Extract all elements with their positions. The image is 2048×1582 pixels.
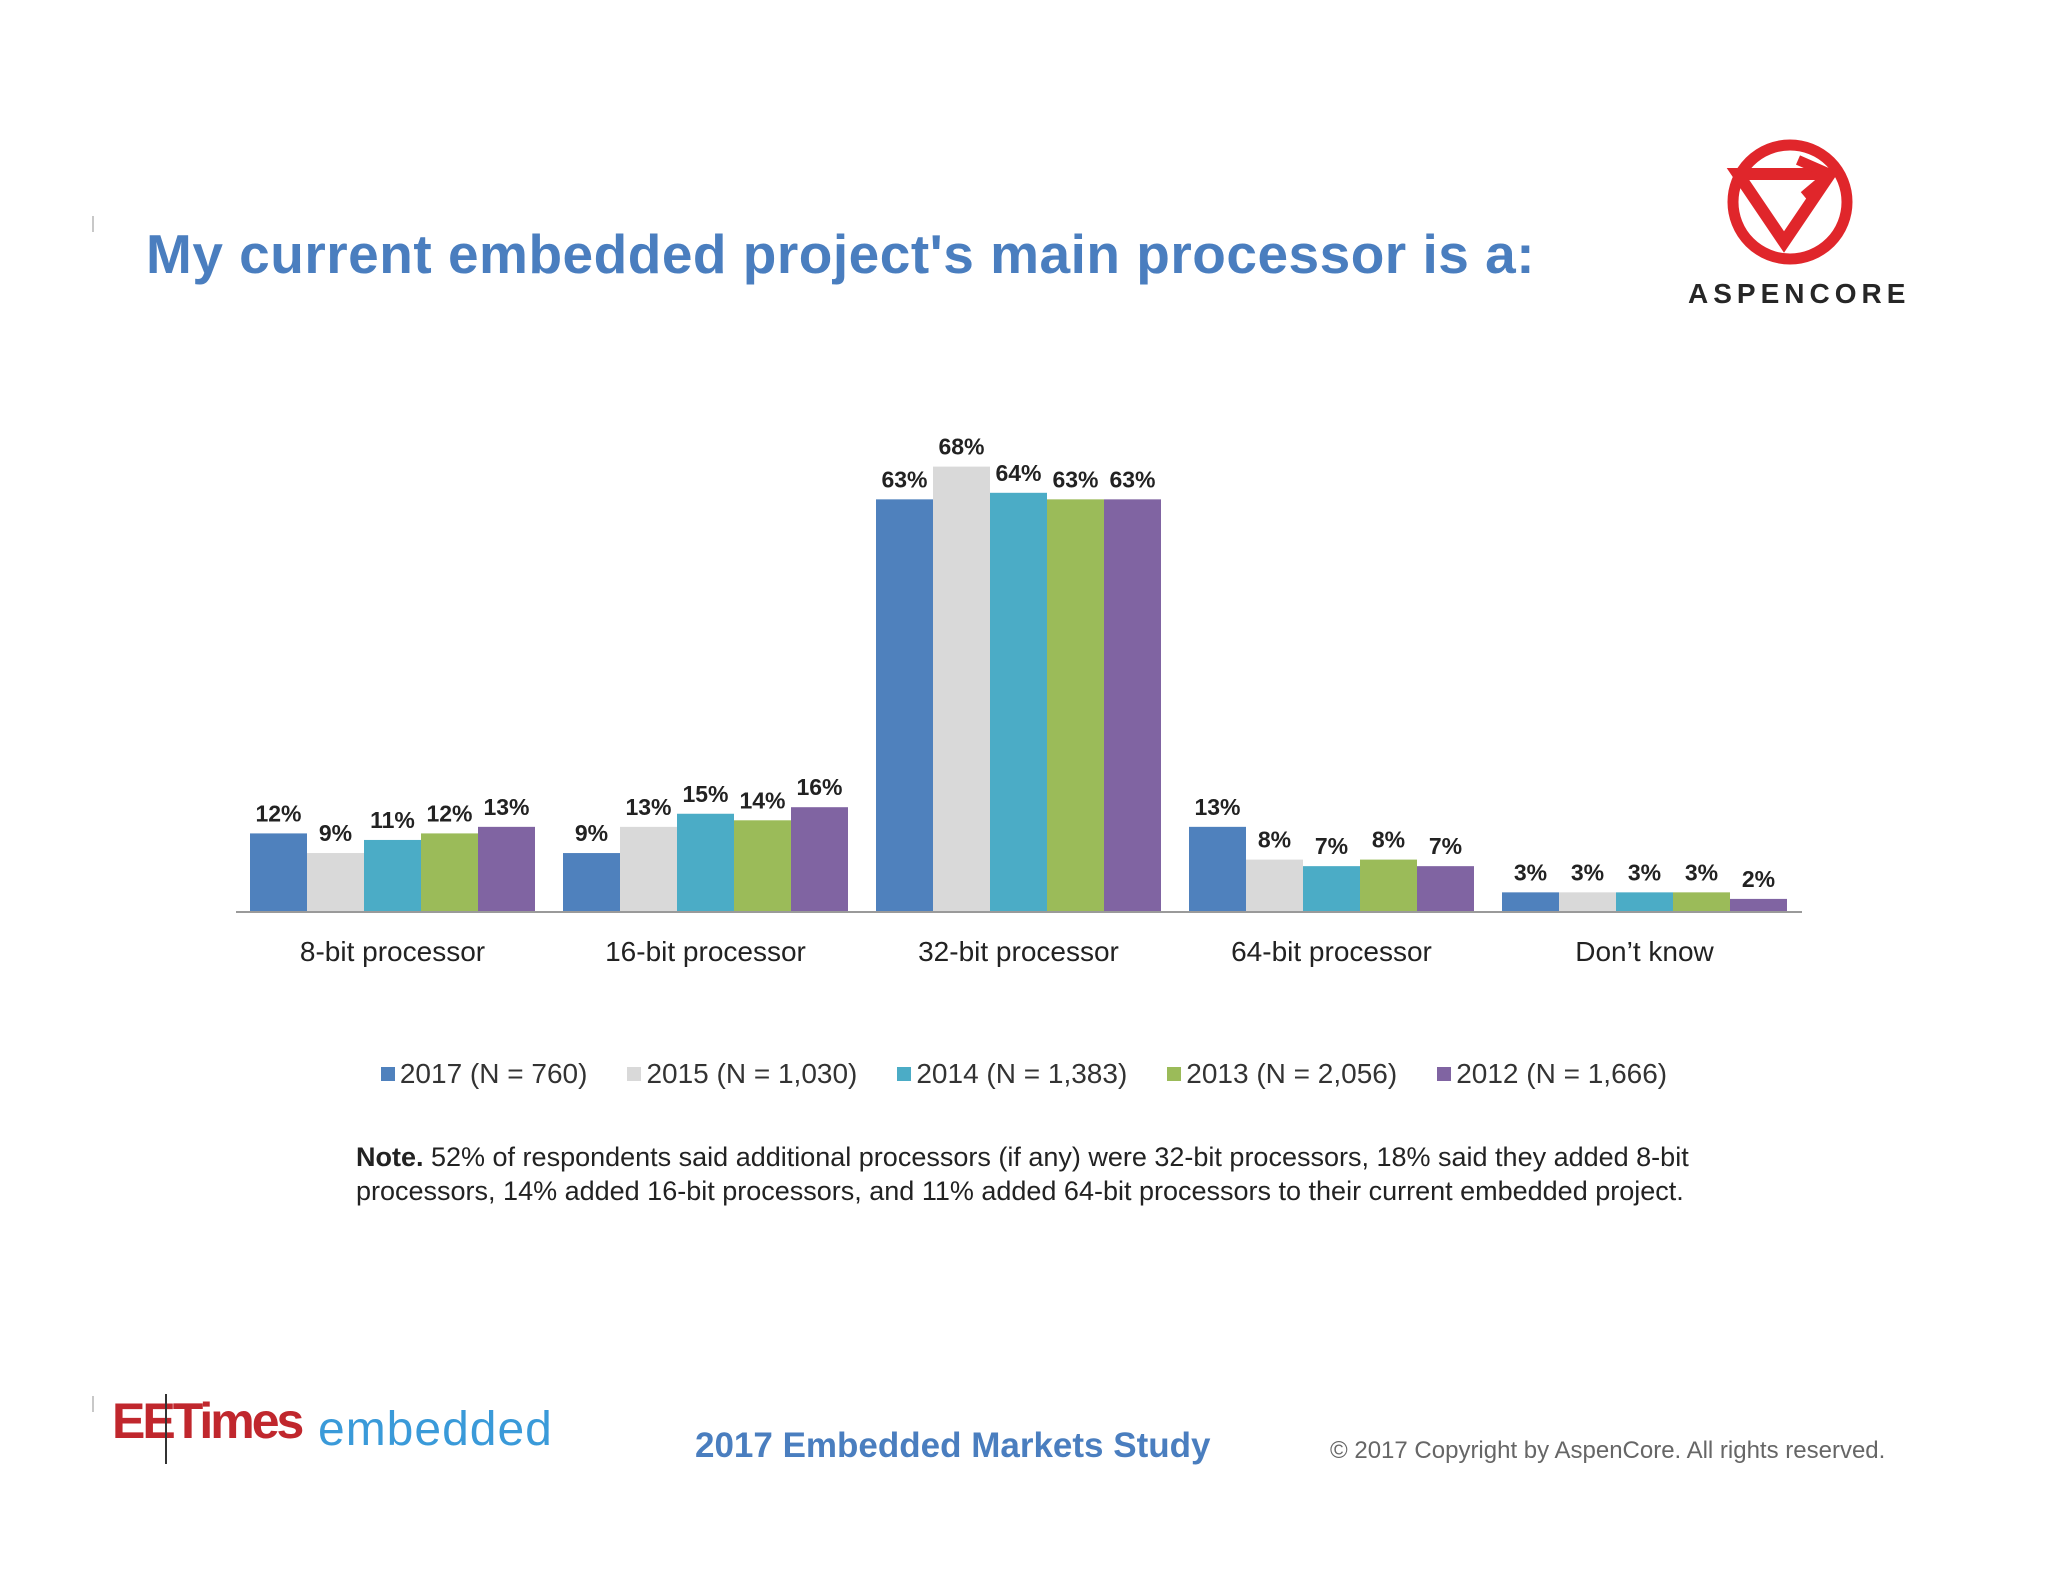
copyright-notice: © 2017 Copyright by AspenCore. All right… bbox=[1330, 1437, 1886, 1464]
legend-label: 2013 (N = 2,056) bbox=[1186, 1058, 1398, 1089]
bar bbox=[421, 833, 478, 912]
bar bbox=[1730, 898, 1787, 912]
data-label: 16% bbox=[796, 774, 842, 800]
data-label: 63% bbox=[881, 466, 927, 492]
data-label: 7% bbox=[1429, 833, 1462, 859]
legend-label: 2015 (N = 1,030) bbox=[646, 1058, 858, 1089]
bar bbox=[876, 499, 933, 912]
bar bbox=[1616, 892, 1673, 912]
bar bbox=[364, 839, 421, 912]
bar bbox=[307, 853, 364, 912]
bar bbox=[990, 492, 1047, 912]
data-label: 13% bbox=[483, 794, 529, 820]
data-label: 15% bbox=[682, 781, 728, 807]
data-label: 12% bbox=[426, 800, 472, 826]
data-label: 68% bbox=[938, 434, 984, 460]
bar bbox=[1246, 859, 1303, 912]
legend-swatch bbox=[897, 1067, 912, 1081]
bar bbox=[563, 853, 620, 912]
bar bbox=[1502, 892, 1559, 912]
note-label: Note. bbox=[356, 1142, 424, 1172]
category-label: 16-bit processor bbox=[605, 936, 806, 967]
data-label: 12% bbox=[255, 800, 301, 826]
legend-item: 2014 (N = 1,383) bbox=[897, 1058, 1127, 1090]
bar bbox=[734, 820, 791, 912]
bar bbox=[250, 833, 307, 912]
legend-item: 2015 (N = 1,030) bbox=[627, 1058, 857, 1090]
chart-note: Note. 52% of respondents said additional… bbox=[356, 1140, 1796, 1208]
legend-item: 2017 (N = 760) bbox=[380, 1058, 588, 1090]
bar bbox=[1047, 499, 1104, 912]
data-label: 7% bbox=[1315, 833, 1348, 859]
category-label: Don’t know bbox=[1575, 936, 1714, 967]
data-label: 11% bbox=[370, 807, 415, 833]
data-label: 3% bbox=[1571, 859, 1604, 885]
bar bbox=[677, 813, 734, 912]
embedded-logo: embedded bbox=[318, 1403, 553, 1456]
data-label: 13% bbox=[1194, 794, 1240, 820]
bar bbox=[1303, 866, 1360, 912]
study-title: 2017 Embedded Markets Study bbox=[695, 1426, 1211, 1465]
bar bbox=[1189, 826, 1246, 912]
legend-swatch bbox=[380, 1067, 395, 1081]
data-label: 63% bbox=[1109, 466, 1155, 492]
legend-swatch bbox=[627, 1067, 642, 1081]
aspencore-wordmark: ASPENCORE bbox=[1688, 278, 1911, 309]
bar bbox=[933, 466, 990, 912]
data-label: 8% bbox=[1258, 827, 1291, 853]
bar bbox=[620, 826, 677, 912]
data-label: 2% bbox=[1742, 866, 1775, 892]
legend-item: 2012 (N = 1,666) bbox=[1437, 1058, 1667, 1090]
legend-item: 2013 (N = 2,056) bbox=[1167, 1058, 1397, 1090]
category-label: 8-bit processor bbox=[300, 936, 485, 967]
data-label: 64% bbox=[995, 460, 1041, 486]
bar bbox=[1360, 859, 1417, 912]
bar bbox=[478, 826, 535, 912]
data-label: 14% bbox=[739, 787, 785, 813]
eetimes-logo-divider bbox=[165, 1394, 167, 1464]
data-label: 13% bbox=[625, 794, 671, 820]
bar bbox=[1104, 499, 1161, 912]
bar bbox=[1417, 866, 1474, 912]
slide-corner-mark-bottom bbox=[92, 1396, 94, 1412]
data-label: 3% bbox=[1628, 859, 1661, 885]
legend-label: 2017 (N = 760) bbox=[399, 1058, 588, 1089]
slide-corner-mark-top bbox=[92, 216, 94, 232]
page-title: My current embedded project's main proce… bbox=[146, 223, 1536, 285]
category-label: 32-bit processor bbox=[918, 936, 1119, 967]
chart-legend: 2017 (N = 760) 2015 (N = 1,030) 2014 (N = … bbox=[0, 1058, 2048, 1090]
data-label: 9% bbox=[319, 820, 352, 846]
data-label: 3% bbox=[1514, 859, 1547, 885]
data-label: 3% bbox=[1685, 859, 1718, 885]
data-label: 63% bbox=[1052, 466, 1098, 492]
aspencore-logo-icon bbox=[1726, 139, 1853, 265]
legend-label: 2014 (N = 1,383) bbox=[916, 1058, 1128, 1089]
data-label: 8% bbox=[1372, 827, 1405, 853]
category-label: 64-bit processor bbox=[1231, 936, 1432, 967]
legend-label: 2012 (N = 1,666) bbox=[1456, 1058, 1668, 1089]
note-text: 52% of respondents said additional proce… bbox=[356, 1142, 1689, 1206]
legend-swatch bbox=[1437, 1067, 1452, 1081]
eetimes-logo: EETimes bbox=[112, 1393, 304, 1449]
bar bbox=[791, 807, 848, 912]
legend-swatch bbox=[1167, 1067, 1182, 1081]
bar bbox=[1559, 892, 1616, 912]
data-label: 9% bbox=[575, 820, 608, 846]
bar bbox=[1673, 892, 1730, 912]
